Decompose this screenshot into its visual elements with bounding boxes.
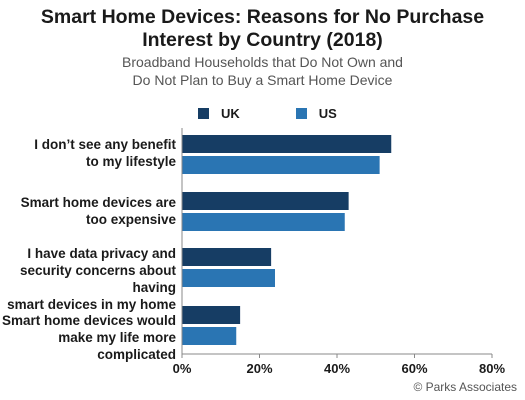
- chart-title: Smart Home Devices: Reasons for No Purch…: [0, 6, 525, 52]
- chart-legend: UK US: [198, 105, 393, 121]
- bar-us-3: [182, 327, 237, 345]
- bar-uk-2: [182, 248, 272, 266]
- category-label-line: to my lifestyle: [85, 154, 176, 169]
- chart-subtitle-line-1: Broadband Households that Do Not Own and: [122, 54, 403, 70]
- bar-us-1: [182, 213, 345, 231]
- x-tick-label: 60%: [401, 361, 427, 376]
- x-tick-label: 0%: [173, 361, 192, 376]
- chart-subtitle-line-2: Do Not Plan to Buy a Smart Home Device: [132, 72, 393, 88]
- category-label-no-benefit: I don’t see any benefit to my lifestyle: [0, 136, 176, 170]
- category-label-line: I have data privacy and: [27, 246, 176, 261]
- bar-us-0: [182, 156, 380, 174]
- legend-item-uk: UK: [198, 106, 240, 121]
- bar-uk-3: [182, 306, 241, 324]
- source-credit: © Parks Associates: [413, 380, 517, 394]
- category-label-line: too expensive: [85, 212, 176, 227]
- x-tick-label: 40%: [324, 361, 350, 376]
- chart-title-line-1: Smart Home Devices: Reasons for No Purch…: [40, 6, 485, 28]
- legend-swatch-us: [295, 107, 307, 119]
- category-label-too-expensive: Smart home devices are too expensive: [0, 194, 176, 228]
- legend-label-uk: UK: [221, 105, 240, 121]
- category-label-complicated: Smart home devices would make my life mo…: [0, 312, 176, 363]
- legend-swatch-uk: [198, 107, 209, 119]
- bar-uk-0: [182, 135, 392, 153]
- category-label-line: Smart home devices are: [20, 195, 176, 210]
- category-label-line: I don’t see any benefit: [34, 137, 176, 152]
- chart-subtitle: Broadband Households that Do Not Own and…: [0, 53, 525, 89]
- x-tick-label: 80%: [479, 361, 505, 376]
- category-label-line: Smart home devices would: [1, 313, 176, 328]
- legend-item-us: US: [295, 105, 337, 121]
- bar-us-2: [182, 269, 275, 287]
- bar-uk-1: [182, 192, 349, 210]
- category-label-line: make my life more complicated: [58, 330, 176, 362]
- category-label-line: security concerns about having: [19, 263, 176, 295]
- category-label-line: smart devices in my home: [7, 297, 176, 312]
- x-tick-label: 20%: [246, 361, 272, 376]
- chart-title-line-2: Interest by Country (2018): [142, 29, 383, 51]
- legend-label-us: US: [318, 105, 337, 121]
- category-label-privacy: I have data privacy and security concern…: [0, 245, 176, 313]
